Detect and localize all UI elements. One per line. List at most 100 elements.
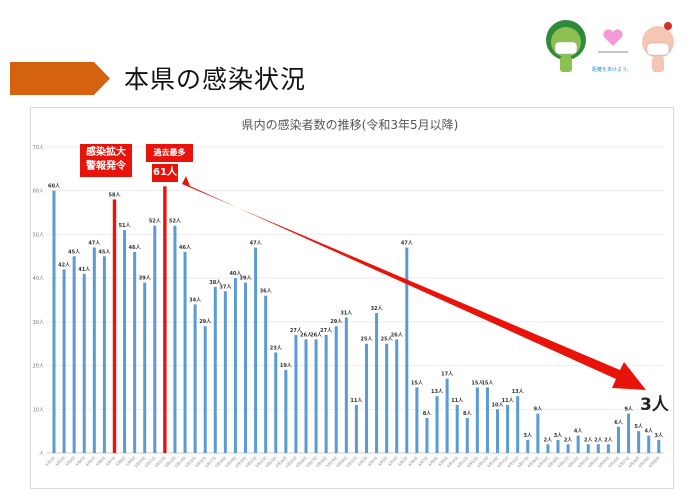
data-label: 15人 — [411, 379, 424, 386]
bar — [133, 251, 137, 453]
y-tick-label: 10人 — [33, 407, 44, 413]
data-label: 23人 — [270, 344, 283, 351]
mascot-caption: 距離をあけよう。 — [592, 67, 632, 73]
data-label: 32人 — [371, 305, 384, 312]
bar — [425, 418, 429, 453]
data-label: 15人 — [481, 379, 494, 386]
bar — [62, 269, 66, 453]
data-label: 31人 — [340, 309, 353, 316]
bar — [112, 199, 117, 453]
bar — [606, 444, 610, 453]
bar — [254, 247, 258, 453]
x-tick-label: 5月6日 — [94, 455, 106, 467]
data-label: 4人 — [574, 428, 583, 435]
chart-title: 県内の感染者数の推移(令和3年5月以降) — [241, 118, 459, 132]
bar — [72, 256, 76, 453]
data-label: 40人 — [229, 270, 242, 277]
x-tick-label: 5月4日 — [74, 455, 86, 467]
data-label: 47人 — [401, 240, 414, 247]
chart-frame — [30, 107, 674, 489]
bar — [92, 247, 96, 453]
x-tick-label: 6月7日 — [417, 455, 429, 467]
data-label: 15人 — [471, 379, 484, 386]
y-tick-label: 人 — [39, 451, 44, 457]
bar — [616, 426, 620, 453]
data-label: 5人 — [634, 423, 643, 430]
data-label: 27人 — [320, 327, 333, 334]
bar — [233, 278, 237, 453]
data-label: 8人 — [463, 410, 472, 417]
data-label: 29人 — [199, 318, 212, 325]
x-tick-label: 5月1日 — [44, 455, 56, 467]
bar — [576, 435, 580, 453]
page-title: 本県の感染状況 — [124, 65, 307, 94]
data-label: 26人 — [310, 331, 323, 338]
data-label: 39人 — [240, 275, 253, 282]
y-tick-label: 40人 — [33, 276, 44, 282]
record-value-annotation: 61人 — [152, 164, 178, 182]
bar — [647, 435, 651, 453]
data-label: 42人 — [58, 261, 71, 268]
bar — [324, 334, 328, 453]
bar — [82, 273, 86, 453]
data-label: 13人 — [431, 388, 444, 395]
y-tick-label: 30人 — [33, 320, 44, 326]
bar — [314, 339, 318, 453]
data-label: 27人 — [290, 327, 303, 334]
bar — [506, 404, 510, 453]
data-label: 11人 — [451, 397, 464, 404]
data-label: 2人 — [544, 436, 553, 443]
bar — [143, 282, 147, 453]
data-label: 39人 — [139, 275, 152, 282]
bar — [637, 431, 641, 453]
x-tick-label: 6月4日 — [387, 455, 399, 467]
bar — [415, 387, 419, 453]
data-label: 13人 — [512, 388, 525, 395]
data-label: 17人 — [441, 371, 454, 378]
data-label: 41人 — [78, 266, 91, 273]
data-label: 47人 — [88, 240, 101, 247]
data-label: 26人 — [300, 331, 313, 338]
data-label: 2人 — [564, 436, 573, 443]
bar — [516, 396, 520, 453]
x-tick-label: 6月1日 — [357, 455, 369, 467]
bar — [274, 352, 278, 453]
bar — [405, 247, 409, 453]
bar — [485, 387, 489, 453]
y-tick-label: 60人 — [33, 189, 44, 195]
x-tick-label: 6月2日 — [367, 455, 379, 467]
y-tick-label: 70人 — [33, 145, 44, 151]
x-tick-label: 5月3日 — [64, 455, 76, 467]
x-tick-label: 6月9日 — [437, 455, 449, 467]
bar — [284, 369, 288, 453]
data-label: 9人 — [534, 406, 543, 413]
bar — [294, 334, 298, 453]
x-tick-label: 6月3日 — [377, 455, 389, 467]
data-label: 11人 — [502, 397, 515, 404]
data-label: 19人 — [280, 362, 293, 369]
data-label: 3人 — [554, 432, 563, 439]
data-label: 47人 — [250, 240, 263, 247]
data-label: 37人 — [219, 283, 232, 290]
bar — [586, 444, 590, 453]
latest-value-annotation: 3人 — [640, 395, 669, 415]
bar — [556, 439, 560, 453]
data-label: 45人 — [68, 248, 81, 255]
x-tick-label: 5月9日 — [125, 455, 137, 467]
data-label: 2人 — [594, 436, 603, 443]
data-label: 25人 — [381, 336, 394, 343]
bar — [203, 326, 207, 453]
bar — [536, 413, 540, 453]
data-label: 2人 — [604, 436, 613, 443]
bar — [657, 439, 661, 453]
x-tick-label: 6月6日 — [407, 455, 419, 467]
data-label: 52人 — [169, 218, 182, 225]
data-label: 46人 — [129, 244, 142, 251]
data-label: 2人 — [584, 436, 593, 443]
x-tick-label: 6月8日 — [427, 455, 439, 467]
data-label: 6人 — [614, 419, 623, 426]
bar — [153, 225, 157, 453]
x-tick-label: 5月7日 — [105, 455, 117, 467]
data-label: 52人 — [149, 218, 162, 225]
